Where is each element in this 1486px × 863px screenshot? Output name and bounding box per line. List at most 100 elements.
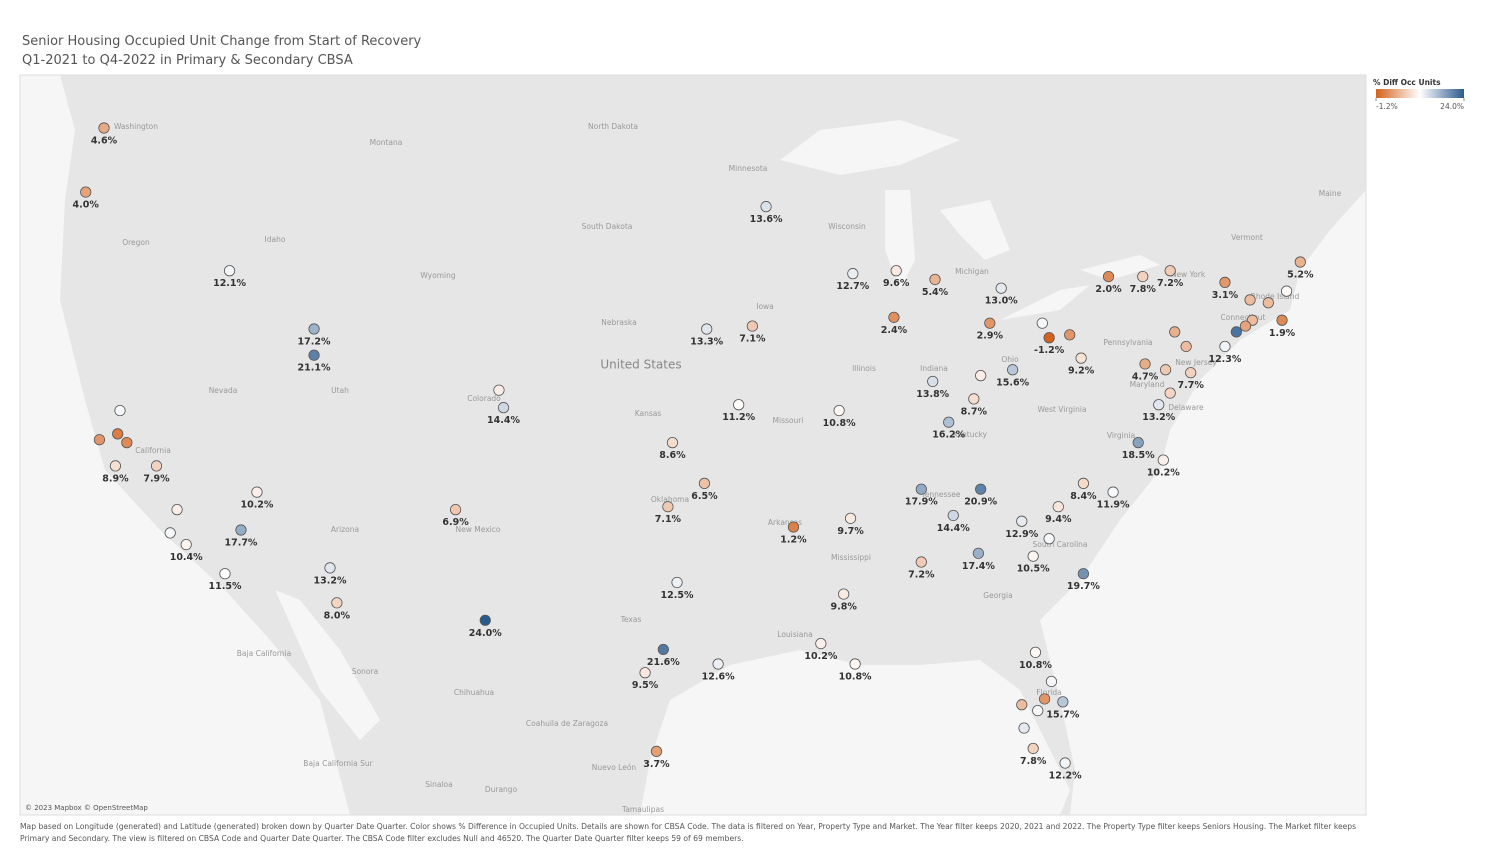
map-label: Minnesota — [729, 164, 768, 173]
point-label: 16.2% — [932, 430, 965, 441]
map-label: Sinaloa — [425, 780, 452, 789]
cbsa-point — [947, 509, 959, 522]
map-label: Oregon — [122, 238, 150, 247]
map-label: Mississippi — [831, 553, 871, 562]
cbsa-point — [671, 576, 683, 589]
point-label: 9.4% — [1045, 514, 1072, 525]
point-label: 12.7% — [836, 281, 869, 292]
map-label: United States — [600, 358, 681, 372]
cbsa-point — [760, 201, 772, 213]
cbsa-point — [114, 404, 126, 417]
point-label: 9.2% — [1068, 366, 1095, 377]
cbsa-point — [1075, 352, 1087, 364]
cbsa-point — [662, 501, 674, 513]
cbsa-point — [235, 524, 247, 536]
cbsa-point — [493, 384, 505, 396]
map-label: Arizona — [331, 525, 359, 534]
point-label: 10.8% — [1019, 660, 1052, 671]
cbsa-point — [1244, 294, 1256, 306]
cbsa-point — [1137, 270, 1149, 283]
cbsa-point — [915, 483, 927, 495]
map-label: Wisconsin — [828, 222, 866, 231]
point-label: 9.5% — [632, 680, 659, 691]
title-line: Q1-2021 to Q4-2022 in Primary & Secondar… — [22, 53, 353, 68]
map-label: Louisiana — [777, 630, 812, 639]
cbsa-point — [943, 416, 955, 428]
cbsa-point — [844, 512, 857, 524]
cbsa-point — [497, 402, 510, 414]
point-label: 7.1% — [739, 334, 766, 345]
cbsa-point — [888, 311, 900, 323]
cbsa-point — [1164, 265, 1176, 277]
map-label: Idaho — [265, 235, 286, 244]
point-label: 10.5% — [1017, 564, 1050, 575]
cbsa-point — [666, 437, 679, 449]
cbsa-point — [1007, 364, 1019, 376]
cbsa-point — [1139, 358, 1151, 370]
cbsa-point — [890, 265, 902, 277]
cbsa-point — [1180, 340, 1192, 353]
cbsa-point — [1157, 454, 1169, 466]
point-label: 17.9% — [905, 497, 938, 508]
cbsa-point — [1230, 326, 1242, 338]
point-label: 11.5% — [209, 581, 242, 592]
cbsa-point — [701, 323, 713, 335]
map-label: Maryland — [1130, 380, 1165, 389]
cbsa-point — [1018, 722, 1030, 734]
map-label: Chihuahua — [454, 688, 494, 697]
cbsa-point — [698, 477, 711, 489]
point-label: 7.8% — [1020, 756, 1047, 767]
map-label: Georgia — [983, 591, 1012, 600]
point-label: 17.4% — [962, 561, 995, 572]
point-label: 10.8% — [839, 671, 872, 682]
cbsa-point — [1107, 486, 1119, 498]
cbsa-point — [1262, 297, 1274, 309]
map-label: Nebraska — [601, 318, 636, 327]
point-label: 17.7% — [224, 537, 257, 548]
point-label: 12.6% — [702, 671, 735, 682]
point-label: 14.4% — [937, 523, 970, 534]
cbsa-point — [975, 370, 987, 382]
cbsa-point — [1169, 326, 1181, 338]
cbsa-point — [815, 638, 827, 650]
point-label: 1.9% — [1269, 328, 1296, 339]
map-label: Ohio — [1001, 355, 1019, 364]
map-label: Kentucky — [953, 430, 988, 439]
cbsa-point — [1077, 477, 1090, 489]
cbsa-point — [927, 375, 939, 388]
map-label: Nuevo León — [592, 763, 637, 772]
point-label: 9.6% — [883, 278, 910, 289]
map-label: Nevada — [209, 386, 238, 395]
cbsa-point — [98, 122, 110, 134]
map-label: Tamaulipas — [621, 805, 664, 814]
cbsa-point — [1016, 515, 1028, 527]
point-label: -1.2% — [1034, 345, 1065, 356]
point-label: 20.9% — [964, 497, 997, 508]
cbsa-point — [1294, 256, 1306, 268]
point-label: 17.2% — [298, 336, 331, 347]
point-label: 7.8% — [1130, 284, 1157, 295]
legend-tick-label: 24.0% — [1440, 102, 1464, 111]
cbsa-point — [1027, 550, 1039, 562]
cbsa-point — [984, 317, 996, 329]
map-label: New York — [1171, 270, 1206, 279]
cbsa-point — [1132, 437, 1144, 449]
cbsa-point — [650, 745, 663, 757]
cbsa-point — [1102, 270, 1115, 283]
point-label: 19.7% — [1067, 581, 1100, 592]
point-label: 12.3% — [1208, 354, 1241, 365]
point-label: 10.4% — [170, 552, 203, 563]
cbsa-point — [733, 399, 745, 411]
point-label: 7.9% — [143, 473, 170, 484]
cbsa-point — [219, 568, 231, 580]
map-label: South Carolina — [1032, 540, 1087, 549]
map-label: Vermont — [1231, 233, 1263, 242]
point-label: 12.2% — [1049, 771, 1082, 782]
map-label: Tennessee — [920, 490, 960, 499]
point-label: 4.0% — [73, 200, 100, 211]
point-label: 11.2% — [722, 412, 755, 423]
map-label: Montana — [370, 138, 403, 147]
point-label: 5.2% — [1287, 269, 1314, 280]
map-label: Baja California — [237, 649, 291, 658]
